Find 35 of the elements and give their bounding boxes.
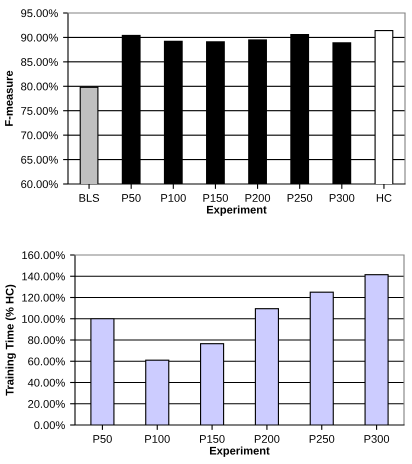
y-tick-label: 95.00%	[21, 9, 58, 18]
x-tick-label: P200	[254, 435, 280, 443]
y-tick-label: 0.00%	[34, 421, 65, 430]
x-tick-label: P100	[145, 435, 170, 443]
y-tick-label: 60.00%	[21, 180, 58, 188]
y-axis-title: F-measure	[5, 70, 13, 126]
x-tick-label: P150	[200, 435, 225, 443]
x-tick-label: HC	[376, 194, 392, 202]
x-tick-label: P250	[310, 435, 334, 443]
x-tick-label: P50	[93, 435, 112, 443]
x-tick-label: P300	[330, 194, 354, 202]
y-tick-label: 60.00%	[28, 358, 65, 366]
x-tick-label: P150	[203, 194, 228, 202]
x-tick-label: BLS	[79, 194, 100, 202]
x-tick-label: P250	[288, 194, 312, 202]
x-tick-label: P200	[246, 194, 270, 202]
y-tick-label: 160.00%	[22, 251, 65, 260]
y-tick-label: 90.00%	[21, 34, 58, 42]
y-tick-label: 70.00%	[21, 131, 58, 140]
x-axis-title: Experiment	[210, 446, 270, 457]
y-tick-label: 140.00%	[22, 272, 65, 280]
x-tick-label: P50	[122, 194, 141, 202]
y-tick-label: 65.00%	[21, 156, 58, 164]
y-tick-label: 80.00%	[21, 82, 58, 90]
y-tick-label: 75.00%	[21, 106, 58, 115]
y-axis-title: Training Time (% HC)	[5, 284, 16, 396]
y-tick-label: 120.00%	[22, 294, 65, 302]
x-tick-label: P300	[364, 435, 390, 443]
x-tick-label: P100	[161, 194, 186, 202]
x-axis-title: Experiment	[206, 205, 267, 216]
y-tick-label: 40.00%	[28, 378, 65, 387]
y-tick-label: 85.00%	[21, 58, 58, 66]
y-tick-label: 20.00%	[28, 400, 65, 408]
y-tick-label: 100.00%	[22, 315, 65, 323]
y-tick-label: 80.00%	[28, 336, 65, 344]
